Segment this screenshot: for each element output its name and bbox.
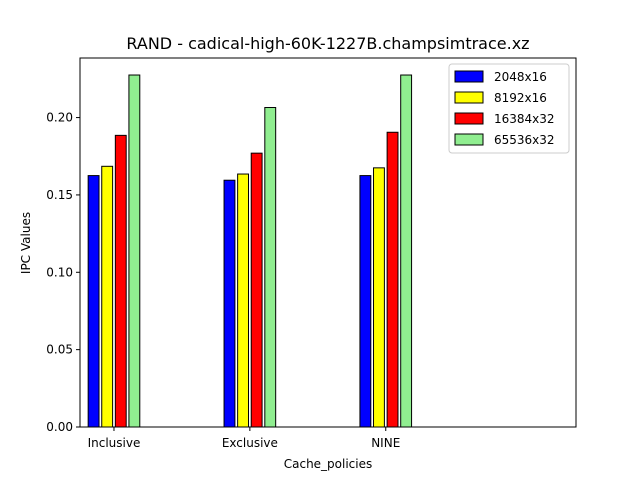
x-axis-label: Cache_policies: [284, 457, 373, 471]
x-tick-label: Inclusive: [88, 436, 141, 450]
legend-label-8192x16: 8192x16: [494, 91, 547, 105]
y-tick-label: 0.20: [46, 111, 73, 125]
bar-16384x32-inclusive: [114, 134, 127, 428]
bar-2048x16-exclusive: [223, 179, 236, 428]
legend-box: [448, 63, 570, 154]
bar-65536x32-inclusive: [128, 74, 141, 428]
legend: 2048x16 8192x16 16384x32 65536x32: [448, 63, 570, 154]
bar-65536x32-exclusive: [264, 107, 277, 428]
plot-frame: [79, 57, 577, 428]
legend-swatch-8192x16: [454, 91, 484, 104]
x-tick-label: NINE: [371, 436, 400, 450]
y-tick-label: 0.10: [46, 265, 73, 279]
y-tick-label: 0.00: [46, 420, 73, 434]
y-axis-label: IPC Values: [19, 212, 33, 274]
x-tick-label: Exclusive: [222, 436, 278, 450]
y-tick-label: 0.05: [46, 343, 73, 357]
bar-16384x32-nine: [386, 131, 399, 428]
bar-8192x16-nine: [373, 167, 385, 428]
legend-label-16384x32: 16384x32: [494, 112, 555, 126]
bar-65536x32-nine: [400, 74, 413, 428]
chart-title: RAND - cadical-high-60K-1227B.champsimtr…: [126, 34, 529, 53]
legend-label-2048x16: 2048x16: [494, 70, 547, 84]
legend-label-65536x32: 65536x32: [494, 133, 555, 147]
legend-swatch-16384x32: [454, 112, 484, 125]
y-tick-label: 0.15: [46, 188, 73, 202]
bar-2048x16-inclusive: [87, 175, 100, 428]
bar-16384x32-exclusive: [250, 152, 263, 428]
bar-8192x16-exclusive: [237, 173, 250, 428]
legend-swatch-2048x16: [454, 70, 484, 83]
bar-8192x16-inclusive: [101, 165, 114, 428]
legend-swatch-65536x32: [454, 133, 484, 146]
bar-2048x16-nine: [359, 175, 372, 428]
plot-area: 0.00 0.05 0.10 0.15 0.20 Inclusive Exclusive NI…: [46, 57, 577, 450]
